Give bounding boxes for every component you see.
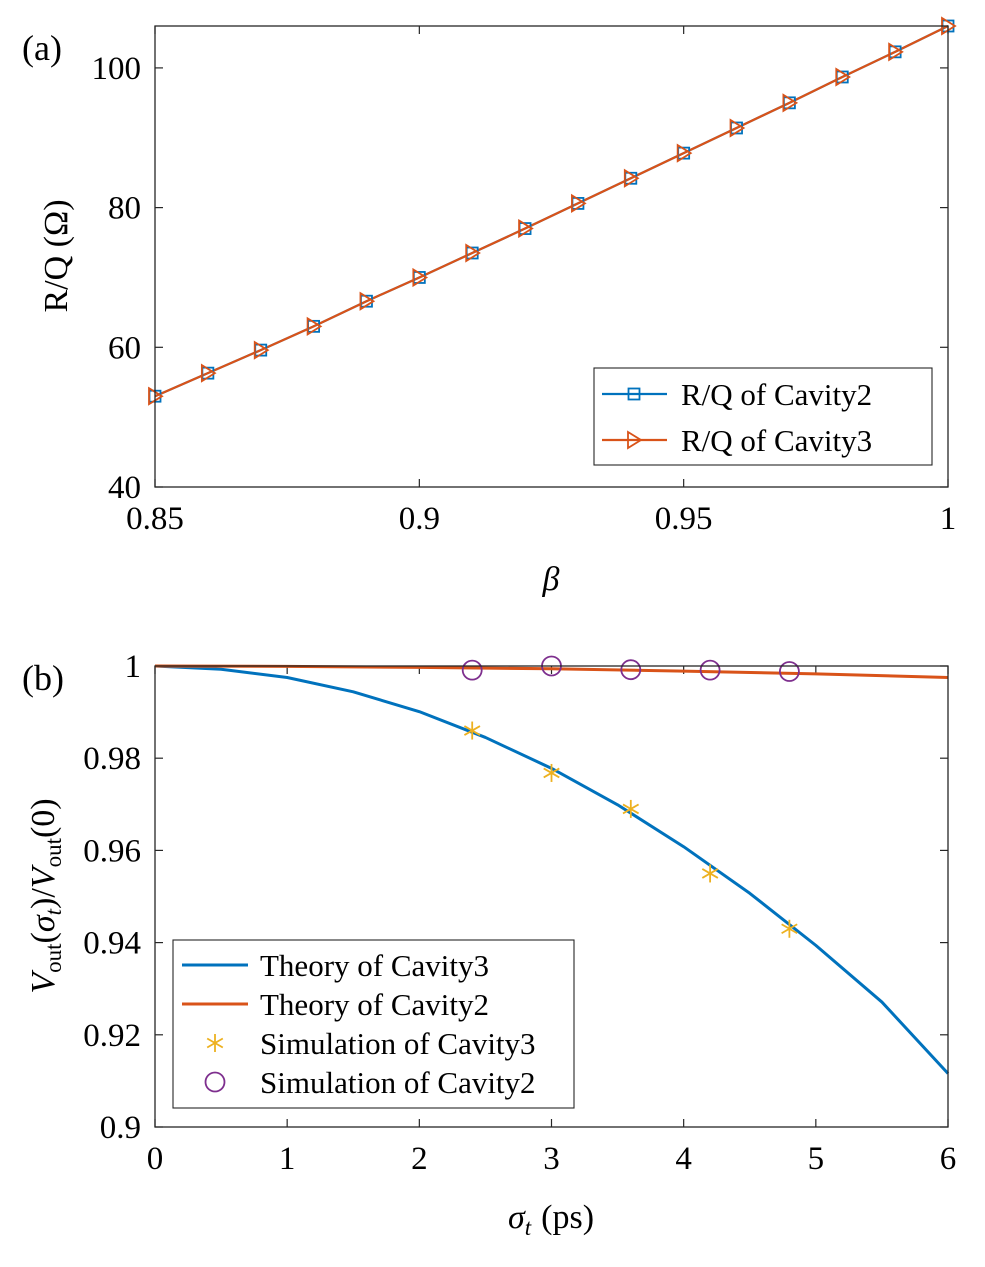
data-point-rq-cavity3 xyxy=(306,316,323,336)
panel-a-y-tick-label: 60 xyxy=(108,330,141,366)
data-point-simulation-cavity3 xyxy=(781,919,798,938)
panel-b-x-tick-label: 0 xyxy=(147,1141,164,1177)
legend-label-rq-cavity3: R/Q of Cavity3 xyxy=(681,423,872,458)
panel-a-x-axis-label: β xyxy=(542,561,560,598)
panel-b-x-tick-label: 3 xyxy=(543,1141,560,1177)
data-point-simulation-cavity2 xyxy=(461,659,483,681)
data-point-rq-cavity3 xyxy=(518,218,534,239)
legend-label-simulation-cavity2: Simulation of Cavity2 xyxy=(260,1065,536,1100)
data-point-rq-cavity3 xyxy=(412,267,429,288)
data-point-rq-cavity3 xyxy=(782,93,799,113)
data-point-rq-cavity3 xyxy=(888,42,904,62)
data-point-rq-cavity3 xyxy=(200,363,217,383)
legend-circle-marker xyxy=(204,1071,226,1093)
data-point-rq-cavity3 xyxy=(253,340,270,360)
panel-b-axes-box xyxy=(154,665,949,1128)
panel-a-plot-area xyxy=(148,16,957,406)
data-point-simulation-cavity3 xyxy=(622,799,640,818)
data-point-simulation-cavity2 xyxy=(620,659,642,681)
legend-asterisk-marker xyxy=(206,1034,224,1052)
legend-label-theory-cavity2: Theory of Cavity2 xyxy=(260,987,489,1022)
panel-a-legend-box xyxy=(593,367,933,466)
data-point-rq-cavity3 xyxy=(623,168,640,188)
panel-b-y-tick-label: 0.9 xyxy=(100,1110,141,1146)
panel-a-y-tick-label: 40 xyxy=(108,470,141,506)
panel-a-legend: R/Q of Cavity2 R/Q of Cavity3 xyxy=(593,367,933,466)
panel-b-legend: Theory of Cavity3 Theory of Cavity2 Simu… xyxy=(172,939,575,1109)
panel-b: (b) 0 1 2 3 4 5 6 0.9 0.92 0.94 0.96 0.98 1 σt (ps) V… xyxy=(22,649,956,1240)
series-line-rq-cavity2 xyxy=(154,25,949,398)
legend-label-rq-cavity2: R/Q of Cavity2 xyxy=(681,377,872,412)
data-point-rq-cavity3 xyxy=(571,193,587,214)
panel-b-y-tick-label: 0.96 xyxy=(83,833,141,869)
panel-a-y-tick-label: 80 xyxy=(108,191,141,227)
data-point-simulation-cavity3 xyxy=(701,864,719,883)
panel-a-x-tick-label: 0.95 xyxy=(655,501,713,537)
panel-b-x-tick-label: 2 xyxy=(411,1141,428,1177)
panel-a-x-tick-label: 1 xyxy=(940,501,957,537)
panel-a-y-tick-label: 100 xyxy=(92,51,142,87)
panel-b-y-axis-label: Vout(σt)/Vout(0) xyxy=(25,798,66,993)
panel-a-x-tick-label: 0.85 xyxy=(126,501,184,537)
data-point-rq-cavity3 xyxy=(676,143,693,163)
panel-a-ticks: 0.85 0.9 0.95 1 40 60 80 100 xyxy=(92,26,957,537)
data-point-simulation-cavity3 xyxy=(463,721,481,740)
panel-b-y-tick-label: 0.94 xyxy=(83,926,141,962)
panel-b-x-axis-label: σt (ps) xyxy=(508,1199,594,1240)
data-point-rq-cavity3 xyxy=(465,243,481,263)
panel-a-tag: (a) xyxy=(22,28,62,68)
panel-b-x-tick-label: 6 xyxy=(940,1141,957,1177)
panel-a-y-axis-label: R/Q (Ω) xyxy=(38,199,75,312)
panel-b-x-tick-label: 1 xyxy=(279,1141,296,1177)
data-point-rq-cavity3 xyxy=(729,118,746,138)
legend-label-theory-cavity3: Theory of Cavity3 xyxy=(260,948,489,983)
panel-b-plot-area xyxy=(154,655,950,1075)
panel-b-y-tick-label: 0.98 xyxy=(83,741,141,777)
panel-b-tag: (b) xyxy=(22,658,64,698)
legend-label-simulation-cavity3: Simulation of Cavity3 xyxy=(260,1026,536,1061)
series-line-rq-cavity3 xyxy=(154,25,949,398)
panel-a: (a) 0.85 0.9 0.95 1 40 60 80 100 β R/Q (Ω) R/Q … xyxy=(22,16,957,598)
data-point-rq-cavity3 xyxy=(359,291,376,311)
data-point-rq-cavity3 xyxy=(835,67,851,87)
panel-b-legend-box xyxy=(172,939,575,1109)
panel-b-x-tick-label: 4 xyxy=(675,1141,692,1177)
data-point-simulation-cavity3 xyxy=(543,763,560,782)
legend-square-marker xyxy=(627,387,641,401)
legend-triangle-marker xyxy=(627,430,643,450)
panel-a-axes-box xyxy=(154,25,949,488)
data-point-simulation-cavity2 xyxy=(699,659,721,681)
panel-a-x-tick-label: 0.9 xyxy=(399,501,440,537)
panel-b-x-tick-label: 5 xyxy=(808,1141,825,1177)
data-point-simulation-cavity2 xyxy=(779,661,800,682)
panel-b-y-tick-label: 0.92 xyxy=(83,1018,141,1054)
panel-b-y-tick-label: 1 xyxy=(125,649,142,685)
